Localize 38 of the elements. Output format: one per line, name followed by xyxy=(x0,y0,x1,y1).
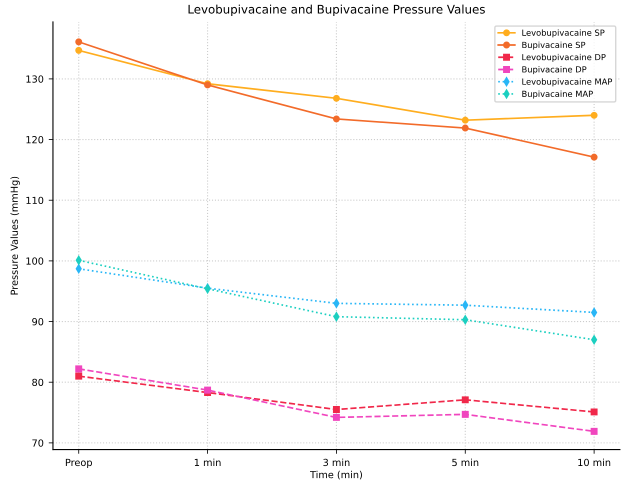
x-tick-label: 1 min xyxy=(194,458,221,466)
point xyxy=(332,94,340,102)
x-tick-label: 5 min xyxy=(452,458,478,466)
legend-label: Levobupivacaine MAP xyxy=(522,78,612,86)
y-tick-label: 80 xyxy=(32,378,44,386)
y-tick-label: 130 xyxy=(26,75,44,83)
legend-label: Bupivacaine DP xyxy=(522,66,586,74)
x-tick-label: 10 min xyxy=(578,458,610,466)
chart-title: Levobupivacaine and Bupivacaine Pressure Values xyxy=(188,4,485,16)
y-tick-label: 70 xyxy=(32,439,44,447)
point xyxy=(590,112,598,119)
point xyxy=(462,124,469,132)
legend-label: Bupivacaine MAP xyxy=(522,90,593,99)
point xyxy=(462,116,469,124)
point xyxy=(462,396,469,404)
legend-label: Bupivacaine SP xyxy=(522,42,586,50)
y-tick-label: 120 xyxy=(26,136,44,144)
point xyxy=(332,115,340,122)
point xyxy=(75,372,82,380)
point xyxy=(204,386,212,394)
x-axis-title: Time (min) xyxy=(310,470,362,480)
point xyxy=(590,154,598,161)
legend-label: Levobupivacaine DP xyxy=(522,54,606,62)
point xyxy=(75,38,82,46)
y-axis-title: Pressure Values (mmHg) xyxy=(10,176,20,294)
y-tick-label: 100 xyxy=(26,257,44,265)
x-tick-label: Preop xyxy=(66,458,92,468)
y-tick-label: 110 xyxy=(26,196,44,204)
legend-label: Levobupivacaine SP xyxy=(522,29,604,38)
point xyxy=(332,414,340,421)
point xyxy=(332,406,340,413)
point xyxy=(75,365,82,372)
y-tick-label: 90 xyxy=(32,318,44,326)
point xyxy=(75,46,82,54)
x-tick-label: 3 min xyxy=(323,458,350,466)
point xyxy=(462,410,469,418)
point xyxy=(590,428,598,435)
point xyxy=(590,408,598,416)
